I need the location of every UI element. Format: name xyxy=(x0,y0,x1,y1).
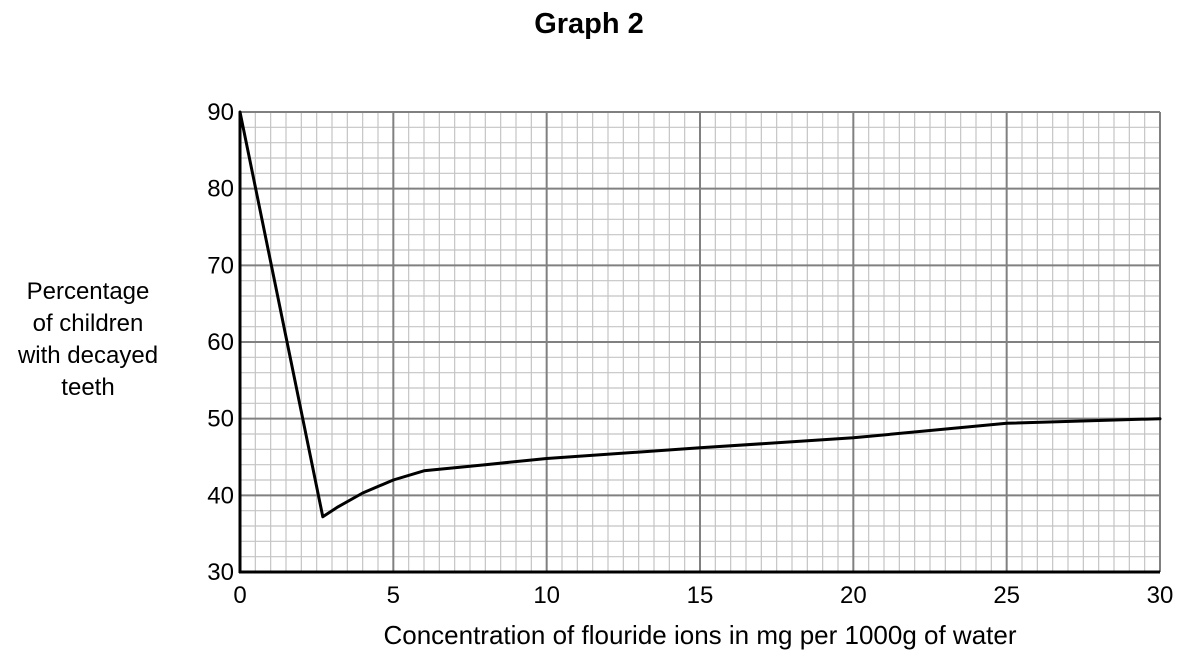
chart-title: Graph 2 xyxy=(534,8,644,40)
x-tick-label: 15 xyxy=(687,582,714,609)
tick-labels: 0 5 10 15 20 25 30 30 40 50 60 70 80 90 xyxy=(207,99,1173,609)
x-tick-label: 25 xyxy=(993,582,1020,609)
y-axis-label-line-3: with decayed xyxy=(17,342,159,369)
y-tick-label: 40 xyxy=(207,482,234,509)
y-axis-label-line-4: teeth xyxy=(61,374,115,401)
y-tick-label: 50 xyxy=(207,406,234,433)
series-line xyxy=(238,110,1162,519)
y-tick-label: 80 xyxy=(207,176,234,203)
y-tick-label: 90 xyxy=(207,99,234,126)
x-tick-label: 5 xyxy=(387,582,400,609)
x-tick-label: 0 xyxy=(233,582,246,609)
y-axis-label: Percentage of children with decayed teet… xyxy=(0,276,176,404)
y-axis-label-line-2: of children xyxy=(32,310,144,337)
y-tick-label: 30 xyxy=(207,559,234,586)
x-tick-label: 20 xyxy=(840,582,867,609)
x-tick-label: 30 xyxy=(1147,582,1174,609)
y-axis-label-line-1: Percentage xyxy=(26,278,150,305)
y-tick-label: 70 xyxy=(207,252,234,279)
series-group xyxy=(238,110,1162,519)
x-tick-label: 10 xyxy=(533,582,560,609)
y-tick-label: 60 xyxy=(207,329,234,356)
axes xyxy=(238,112,1160,574)
x-axis-label: Concentration of flouride ions in mg per… xyxy=(383,620,1017,650)
